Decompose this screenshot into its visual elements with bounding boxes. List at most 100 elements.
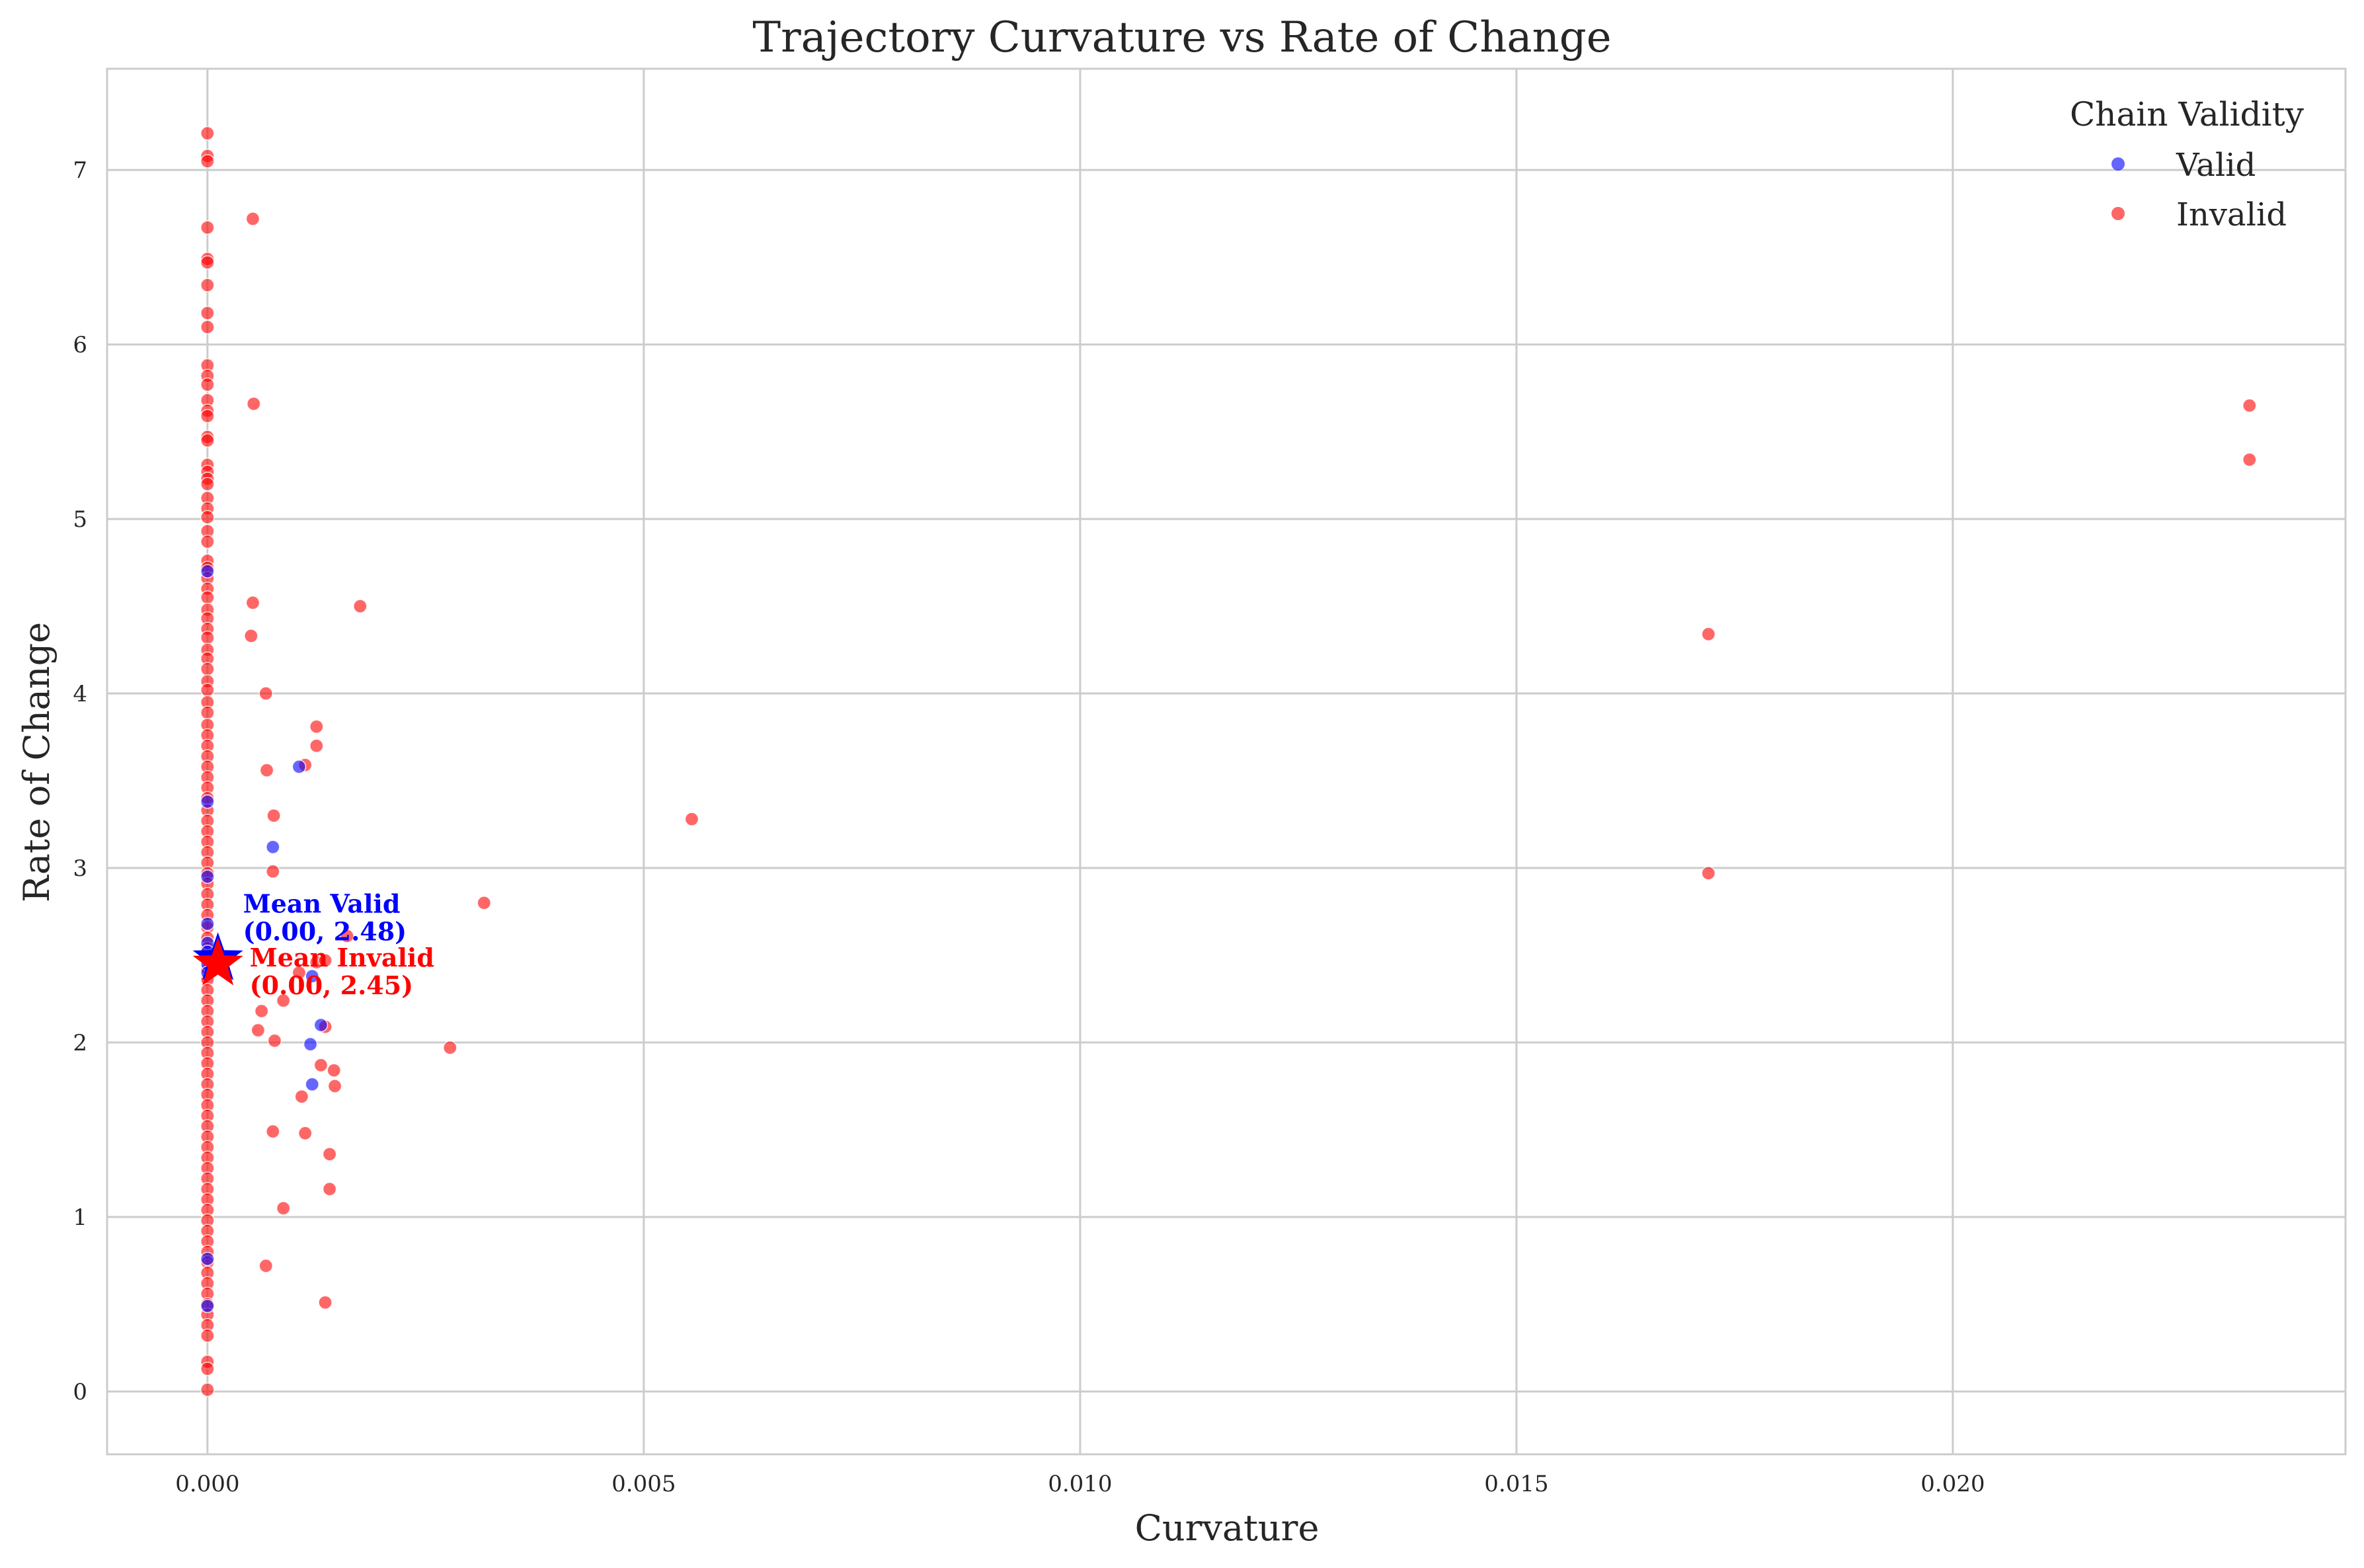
point-invalid [200,255,215,270]
point-invalid [200,305,215,321]
mean-valid-label: Mean Valid [243,888,401,918]
point-invalid [2242,452,2257,467]
point-invalid [200,278,215,293]
point-invalid [322,1182,337,1196]
point-invalid [1701,866,1716,881]
point-invalid [313,1058,329,1073]
point-valid [200,1298,215,1313]
point-invalid [259,763,274,777]
point-invalid [200,705,215,720]
point-invalid [276,1201,291,1216]
point-valid [200,794,215,809]
point-invalid [245,596,260,610]
point-invalid [267,1033,282,1048]
x-tick-label: 0.020 [1920,1471,1985,1497]
point-valid [266,840,280,855]
point-invalid [200,377,215,392]
legend-label-invalid: Invalid [2176,196,2287,233]
x-tick-label: 0.005 [611,1471,676,1497]
point-invalid [200,1382,215,1397]
point-invalid [318,953,333,968]
point-invalid [477,896,492,910]
point-invalid [258,1259,274,1273]
point-valid [200,1251,215,1267]
point-invalid [245,212,260,226]
point-valid [305,1077,319,1092]
x-tick-label: 0.000 [175,1471,239,1497]
point-invalid [200,154,215,169]
point-invalid [327,1063,341,1078]
point-valid [200,564,215,579]
point-invalid [318,1295,333,1310]
point-invalid [292,965,307,980]
mean-invalid-coords: (0.00, 2.45) [250,970,414,1000]
point-valid [305,968,319,984]
y-axis-label: Rate of Change [16,622,58,902]
point-invalid [251,1023,266,1038]
chart-title: Trajectory Curvature vs Rate of Change [752,13,1611,62]
point-invalid [443,1040,457,1055]
point-valid [313,1017,329,1033]
point-invalid [200,433,215,448]
point-valid [200,869,215,884]
point-invalid [266,808,281,823]
x-axis-label: Curvature [1135,1507,1320,1549]
plot-background [107,69,2345,1454]
point-invalid [322,1147,337,1161]
point-invalid [200,220,215,235]
point-invalid [244,629,258,643]
point-invalid [200,683,215,697]
legend-title: Chain Validity [2070,95,2305,134]
point-invalid [200,409,215,424]
x-tick-label: 0.010 [1048,1471,1112,1497]
point-invalid [297,1126,313,1141]
y-tick-label: 3 [73,855,87,882]
plot-area: 0.000 0.005 0.010 0.015 0.020 0 1 2 3 4 5 6 7 Mean Va… [73,67,2347,1497]
x-tick-label: 0.015 [1484,1471,1548,1497]
point-invalid [200,319,215,334]
y-tick-label: 0 [73,1379,87,1405]
plot-frame [106,67,2347,1456]
point-invalid [276,993,291,1008]
legend-label-valid: Valid [2176,147,2256,184]
y-tick-label: 7 [73,157,87,184]
y-tick-label: 2 [73,1030,87,1056]
legend: Chain Validity Valid Invalid [2070,95,2305,233]
legend-marker-valid [2111,157,2125,171]
mean-invalid-star [192,937,243,986]
y-tick-label: 4 [73,681,87,707]
y-tick-label: 6 [73,332,87,358]
point-invalid [266,1124,280,1139]
point-invalid [1701,627,1716,642]
point-invalid [247,397,261,411]
point-invalid [254,1003,269,1019]
point-valid [292,760,307,774]
y-tick-label: 5 [73,506,87,533]
point-invalid [309,738,324,753]
point-invalid [200,510,215,525]
point-invalid [340,929,354,943]
mean-invalid-label: Mean Invalid [250,943,434,972]
legend-marker-invalid [2111,207,2125,220]
point-invalid [266,864,280,879]
point-invalid [200,1361,215,1376]
point-invalid [200,1328,215,1343]
point-invalid [200,126,215,141]
point-invalid [2242,398,2257,413]
point-invalid [294,1089,309,1104]
point-invalid [200,630,215,645]
point-invalid [200,477,215,492]
point-valid [200,916,215,931]
mean-valid-coords: (0.00, 2.48) [243,916,407,946]
point-invalid [327,1079,342,1093]
point-invalid [353,599,368,613]
point-invalid [200,590,215,605]
y-tick-label: 1 [73,1204,87,1231]
point-invalid [684,812,699,826]
point-invalid [309,719,324,734]
point-invalid [258,686,274,701]
point-invalid [200,534,215,549]
point-invalid [200,662,215,676]
point-valid [303,1037,318,1052]
